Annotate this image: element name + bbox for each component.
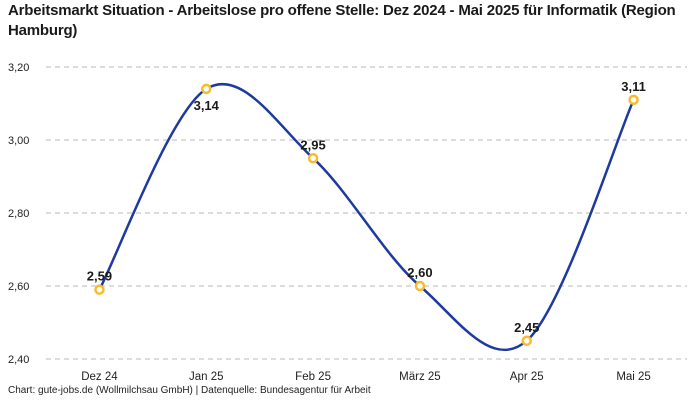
- x-axis-label: März 25: [399, 371, 441, 383]
- data-point-marker[interactable]: [414, 280, 426, 292]
- x-axis-label: Dez 24: [81, 371, 118, 383]
- data-point-label: 3,14: [194, 98, 220, 113]
- chart-footer-attribution: Chart: gute-jobs.de (Wollmilchsau GmbH) …: [8, 385, 371, 396]
- data-point-label: 2,59: [87, 269, 112, 284]
- y-tick-label: 2,60: [8, 281, 29, 293]
- x-axis-label: Jan 25: [189, 371, 224, 383]
- chart-title: Arbeitsmarkt Situation - Arbeitslose pro…: [8, 2, 676, 39]
- data-point-marker[interactable]: [201, 83, 212, 95]
- data-point-label: 2,60: [407, 265, 432, 280]
- x-axis-label: Apr 25: [510, 371, 544, 383]
- trend-line: [98, 82, 635, 352]
- data-point-marker[interactable]: [628, 94, 639, 106]
- x-axis-label: Mai 25: [616, 371, 651, 383]
- data-point-label: 2,45: [514, 320, 539, 335]
- y-tick-label: 2,80: [8, 208, 29, 220]
- y-tick-label: 2,40: [8, 354, 29, 366]
- data-point-label: 3,11: [621, 79, 646, 94]
- data-point-marker[interactable]: [94, 284, 105, 295]
- y-tick-label: 3,20: [8, 62, 29, 74]
- y-tick-label: 3,00: [8, 135, 29, 147]
- x-axis-label: Feb 25: [295, 371, 331, 383]
- data-point-marker[interactable]: [521, 335, 532, 346]
- data-point-label: 2,95: [300, 137, 325, 152]
- data-point-marker[interactable]: [307, 153, 319, 164]
